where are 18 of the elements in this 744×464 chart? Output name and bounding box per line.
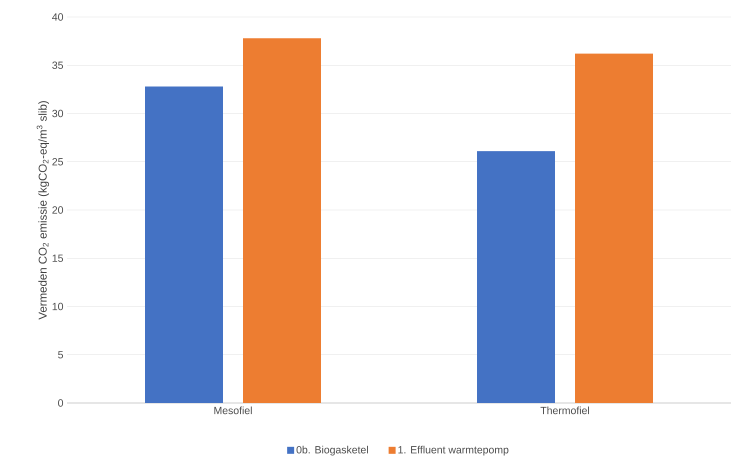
x-tick-label: Mesofiel — [214, 406, 252, 414]
y-tick-label: 25 — [52, 158, 64, 166]
y-tick-label: 30 — [52, 110, 64, 118]
y-tick-label: 15 — [52, 254, 64, 262]
bar — [145, 86, 223, 403]
x-tick-label: Thermofiel — [540, 406, 590, 414]
y-tick-label: 20 — [52, 206, 64, 214]
bar — [575, 54, 654, 403]
legend-label: 0b. Biogasketel — [296, 446, 368, 456]
legend-label: 1. Effluent warmtepomp — [398, 446, 508, 456]
y-tick-label: 5 — [58, 351, 64, 358]
y-axis-title: Vermeden CO$_{2}$ emissie (kgCO$_{2}$-eq/m$^{3}$ slib) — [36, 101, 49, 320]
y-tick-label: 10 — [52, 302, 64, 310]
y-tick-label: 40 — [52, 13, 64, 21]
bar — [243, 38, 322, 403]
y-tick-label: 0 — [58, 399, 64, 407]
y-tick-label: 35 — [52, 62, 64, 69]
bar — [477, 151, 556, 403]
